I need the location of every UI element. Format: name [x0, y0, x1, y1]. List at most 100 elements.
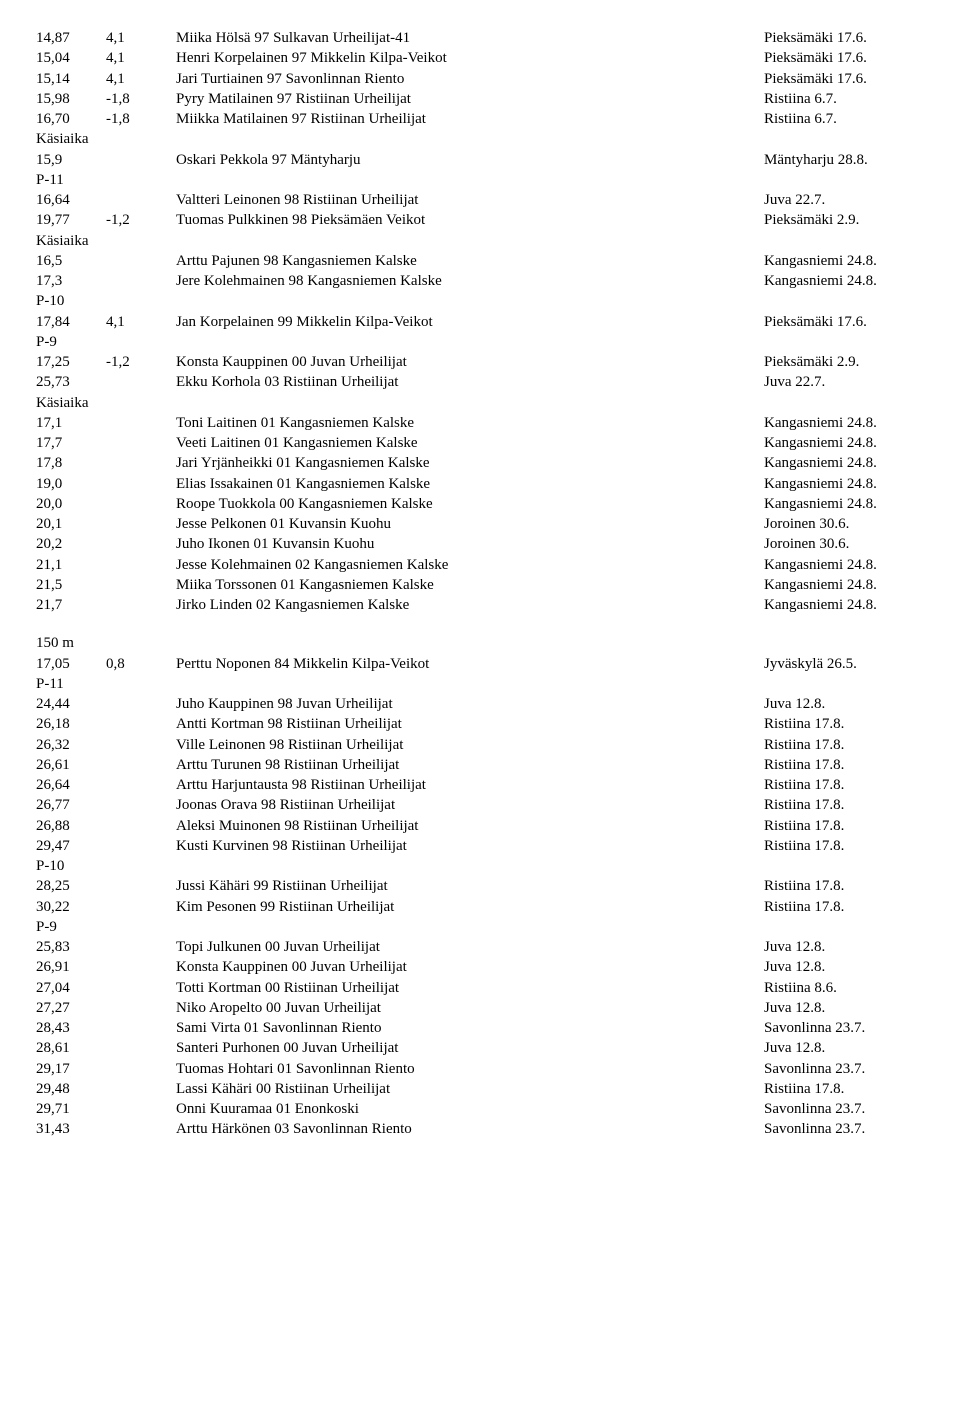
cell-c2: [106, 957, 176, 977]
cell-c4: Ristiina 17.8.: [764, 876, 924, 896]
cell-c4: Juva 12.8.: [764, 957, 924, 977]
cell-c4: Ristiina 17.8.: [764, 755, 924, 775]
cell-c3: Jari Yrjänheikki 01 Kangasniemen Kalske: [176, 453, 764, 473]
cell-c1: 21,1: [36, 555, 106, 575]
cell-c3: Kim Pesonen 99 Ristiinan Urheilijat: [176, 897, 764, 917]
cell-c3: Pyry Matilainen 97 Ristiinan Urheilijat: [176, 89, 764, 109]
cell-c3: Antti Kortman 98 Ristiinan Urheilijat: [176, 714, 764, 734]
result-row: 14,874,1Miika Hölsä 97 Sulkavan Urheilij…: [36, 28, 924, 48]
label-150m: 150 m: [36, 633, 924, 653]
result-row: 15,98-1,8Pyry Matilainen 97 Ristiinan Ur…: [36, 89, 924, 109]
cell-c4: Joroinen 30.6.: [764, 534, 924, 554]
cell-c3: Miika Hölsä 97 Sulkavan Urheilijat-41: [176, 28, 764, 48]
cell-c4: Kangasniemi 24.8.: [764, 433, 924, 453]
cell-c4: Ristiina 17.8.: [764, 836, 924, 856]
cell-c2: [106, 575, 176, 595]
cell-c2: 4,1: [106, 48, 176, 68]
cell-c1: 26,64: [36, 775, 106, 795]
result-row: 27,27Niko Aropelto 00 Juvan UrheilijatJu…: [36, 998, 924, 1018]
result-row: 30,22Kim Pesonen 99 Ristiinan Urheilijat…: [36, 897, 924, 917]
cell-c1: 26,18: [36, 714, 106, 734]
cell-c1: 28,61: [36, 1038, 106, 1058]
result-row: 17,25-1,2Konsta Kauppinen 00 Juvan Urhei…: [36, 352, 924, 372]
result-row: 19,77-1,2Tuomas Pulkkinen 98 Pieksämäen …: [36, 210, 924, 230]
cell-c2: -1,8: [106, 89, 176, 109]
cell-c2: [106, 897, 176, 917]
cell-c3: Sami Virta 01 Savonlinnan Riento: [176, 1018, 764, 1038]
cell-c1: 15,98: [36, 89, 106, 109]
cell-c3: Juho Ikonen 01 Kuvansin Kuohu: [176, 534, 764, 554]
cell-c4: Pieksämäki 17.6.: [764, 69, 924, 89]
cell-c4: Mäntyharju 28.8.: [764, 150, 924, 170]
cell-c2: [106, 795, 176, 815]
label-p9: P-9: [36, 917, 924, 937]
cell-c2: 4,1: [106, 312, 176, 332]
cell-c2: [106, 836, 176, 856]
cell-c2: [106, 714, 176, 734]
result-row: 25,83Topi Julkunen 00 Juvan UrheilijatJu…: [36, 937, 924, 957]
cell-c4: Kangasniemi 24.8.: [764, 494, 924, 514]
cell-c1: 29,71: [36, 1099, 106, 1119]
label-kasiaika: Käsiaika: [36, 129, 924, 149]
cell-c2: -1,2: [106, 352, 176, 372]
results-document: 14,874,1Miika Hölsä 97 Sulkavan Urheilij…: [36, 28, 924, 1140]
result-row: 28,25Jussi Kähäri 99 Ristiinan Urheilija…: [36, 876, 924, 896]
cell-c3: Jesse Pelkonen 01 Kuvansin Kuohu: [176, 514, 764, 534]
cell-c3: Jere Kolehmainen 98 Kangasniemen Kalske: [176, 271, 764, 291]
cell-c2: [106, 474, 176, 494]
cell-c4: Ristiina 17.8.: [764, 775, 924, 795]
spacer: [36, 615, 924, 633]
cell-c4: Juva 12.8.: [764, 694, 924, 714]
cell-c4: Juva 22.7.: [764, 190, 924, 210]
cell-c1: 16,5: [36, 251, 106, 271]
result-row: 26,18 Antti Kortman 98 Ristiinan Urheilij…: [36, 714, 924, 734]
cell-c4: Ristiina 17.8.: [764, 795, 924, 815]
cell-c4: Joroinen 30.6.: [764, 514, 924, 534]
cell-c3: Aleksi Muinonen 98 Ristiinan Urheilijat: [176, 816, 764, 836]
cell-c4: Pieksämäki 2.9.: [764, 352, 924, 372]
cell-c2: [106, 1079, 176, 1099]
cell-c3: Toni Laitinen 01 Kangasniemen Kalske: [176, 413, 764, 433]
result-row: 17,1 Toni Laitinen 01 Kangasniemen Kalske…: [36, 413, 924, 433]
cell-c1: 17,05: [36, 654, 106, 674]
cell-c3: Arttu Härkönen 03 Savonlinnan Riento: [176, 1119, 764, 1139]
cell-c2: [106, 1038, 176, 1058]
cell-c4: Kangasniemi 24.8.: [764, 453, 924, 473]
cell-c4: Juva 22.7.: [764, 372, 924, 392]
cell-c3: Henri Korpelainen 97 Mikkelin Kilpa-Veik…: [176, 48, 764, 68]
cell-c4: Kangasniemi 24.8.: [764, 595, 924, 615]
cell-c1: 21,5: [36, 575, 106, 595]
label-kasiaika: Käsiaika: [36, 393, 924, 413]
cell-c3: Oskari Pekkola 97 Mäntyharju: [176, 150, 764, 170]
cell-c2: [106, 150, 176, 170]
cell-c2: [106, 1119, 176, 1139]
cell-c3: Ville Leinonen 98 Ristiinan Urheilijat: [176, 735, 764, 755]
result-row: 21,7Jirko Linden 02 Kangasniemen KalskeK…: [36, 595, 924, 615]
cell-c3: Konsta Kauppinen 00 Juvan Urheilijat: [176, 957, 764, 977]
cell-c3: Miika Torssonen 01 Kangasniemen Kalske: [176, 575, 764, 595]
cell-c1: 31,43: [36, 1119, 106, 1139]
cell-c4: Ristiina 8.6.: [764, 978, 924, 998]
cell-c2: [106, 755, 176, 775]
cell-c2: [106, 494, 176, 514]
cell-c1: 15,14: [36, 69, 106, 89]
result-row: 15,144,1Jari Turtiainen 97 Savonlinnan R…: [36, 69, 924, 89]
cell-c1: 29,17: [36, 1059, 106, 1079]
cell-c4: Kangasniemi 24.8.: [764, 413, 924, 433]
cell-c2: [106, 775, 176, 795]
result-row: 24,44Juho Kauppinen 98 Juvan UrheilijatJ…: [36, 694, 924, 714]
cell-c3: Elias Issakainen 01 Kangasniemen Kalske: [176, 474, 764, 494]
result-row: 28,43Sami Virta 01 Savonlinnan RientoSav…: [36, 1018, 924, 1038]
cell-c2: -1,2: [106, 210, 176, 230]
cell-c1: 17,1: [36, 413, 106, 433]
cell-c3: Topi Julkunen 00 Juvan Urheilijat: [176, 937, 764, 957]
cell-c1: 17,8: [36, 453, 106, 473]
result-row: 20,1Jesse Pelkonen 01 Kuvansin KuohuJoro…: [36, 514, 924, 534]
cell-c3: Joonas Orava 98 Ristiinan Urheilijat: [176, 795, 764, 815]
cell-c1: 19,0: [36, 474, 106, 494]
result-row: 26,32Ville Leinonen 98 Ristiinan Urheili…: [36, 735, 924, 755]
cell-c4: Pieksämäki 17.6.: [764, 28, 924, 48]
cell-c2: [106, 251, 176, 271]
cell-c3: Lassi Kähäri 00 Ristiinan Urheilijat: [176, 1079, 764, 1099]
label-p10: P-10: [36, 856, 924, 876]
